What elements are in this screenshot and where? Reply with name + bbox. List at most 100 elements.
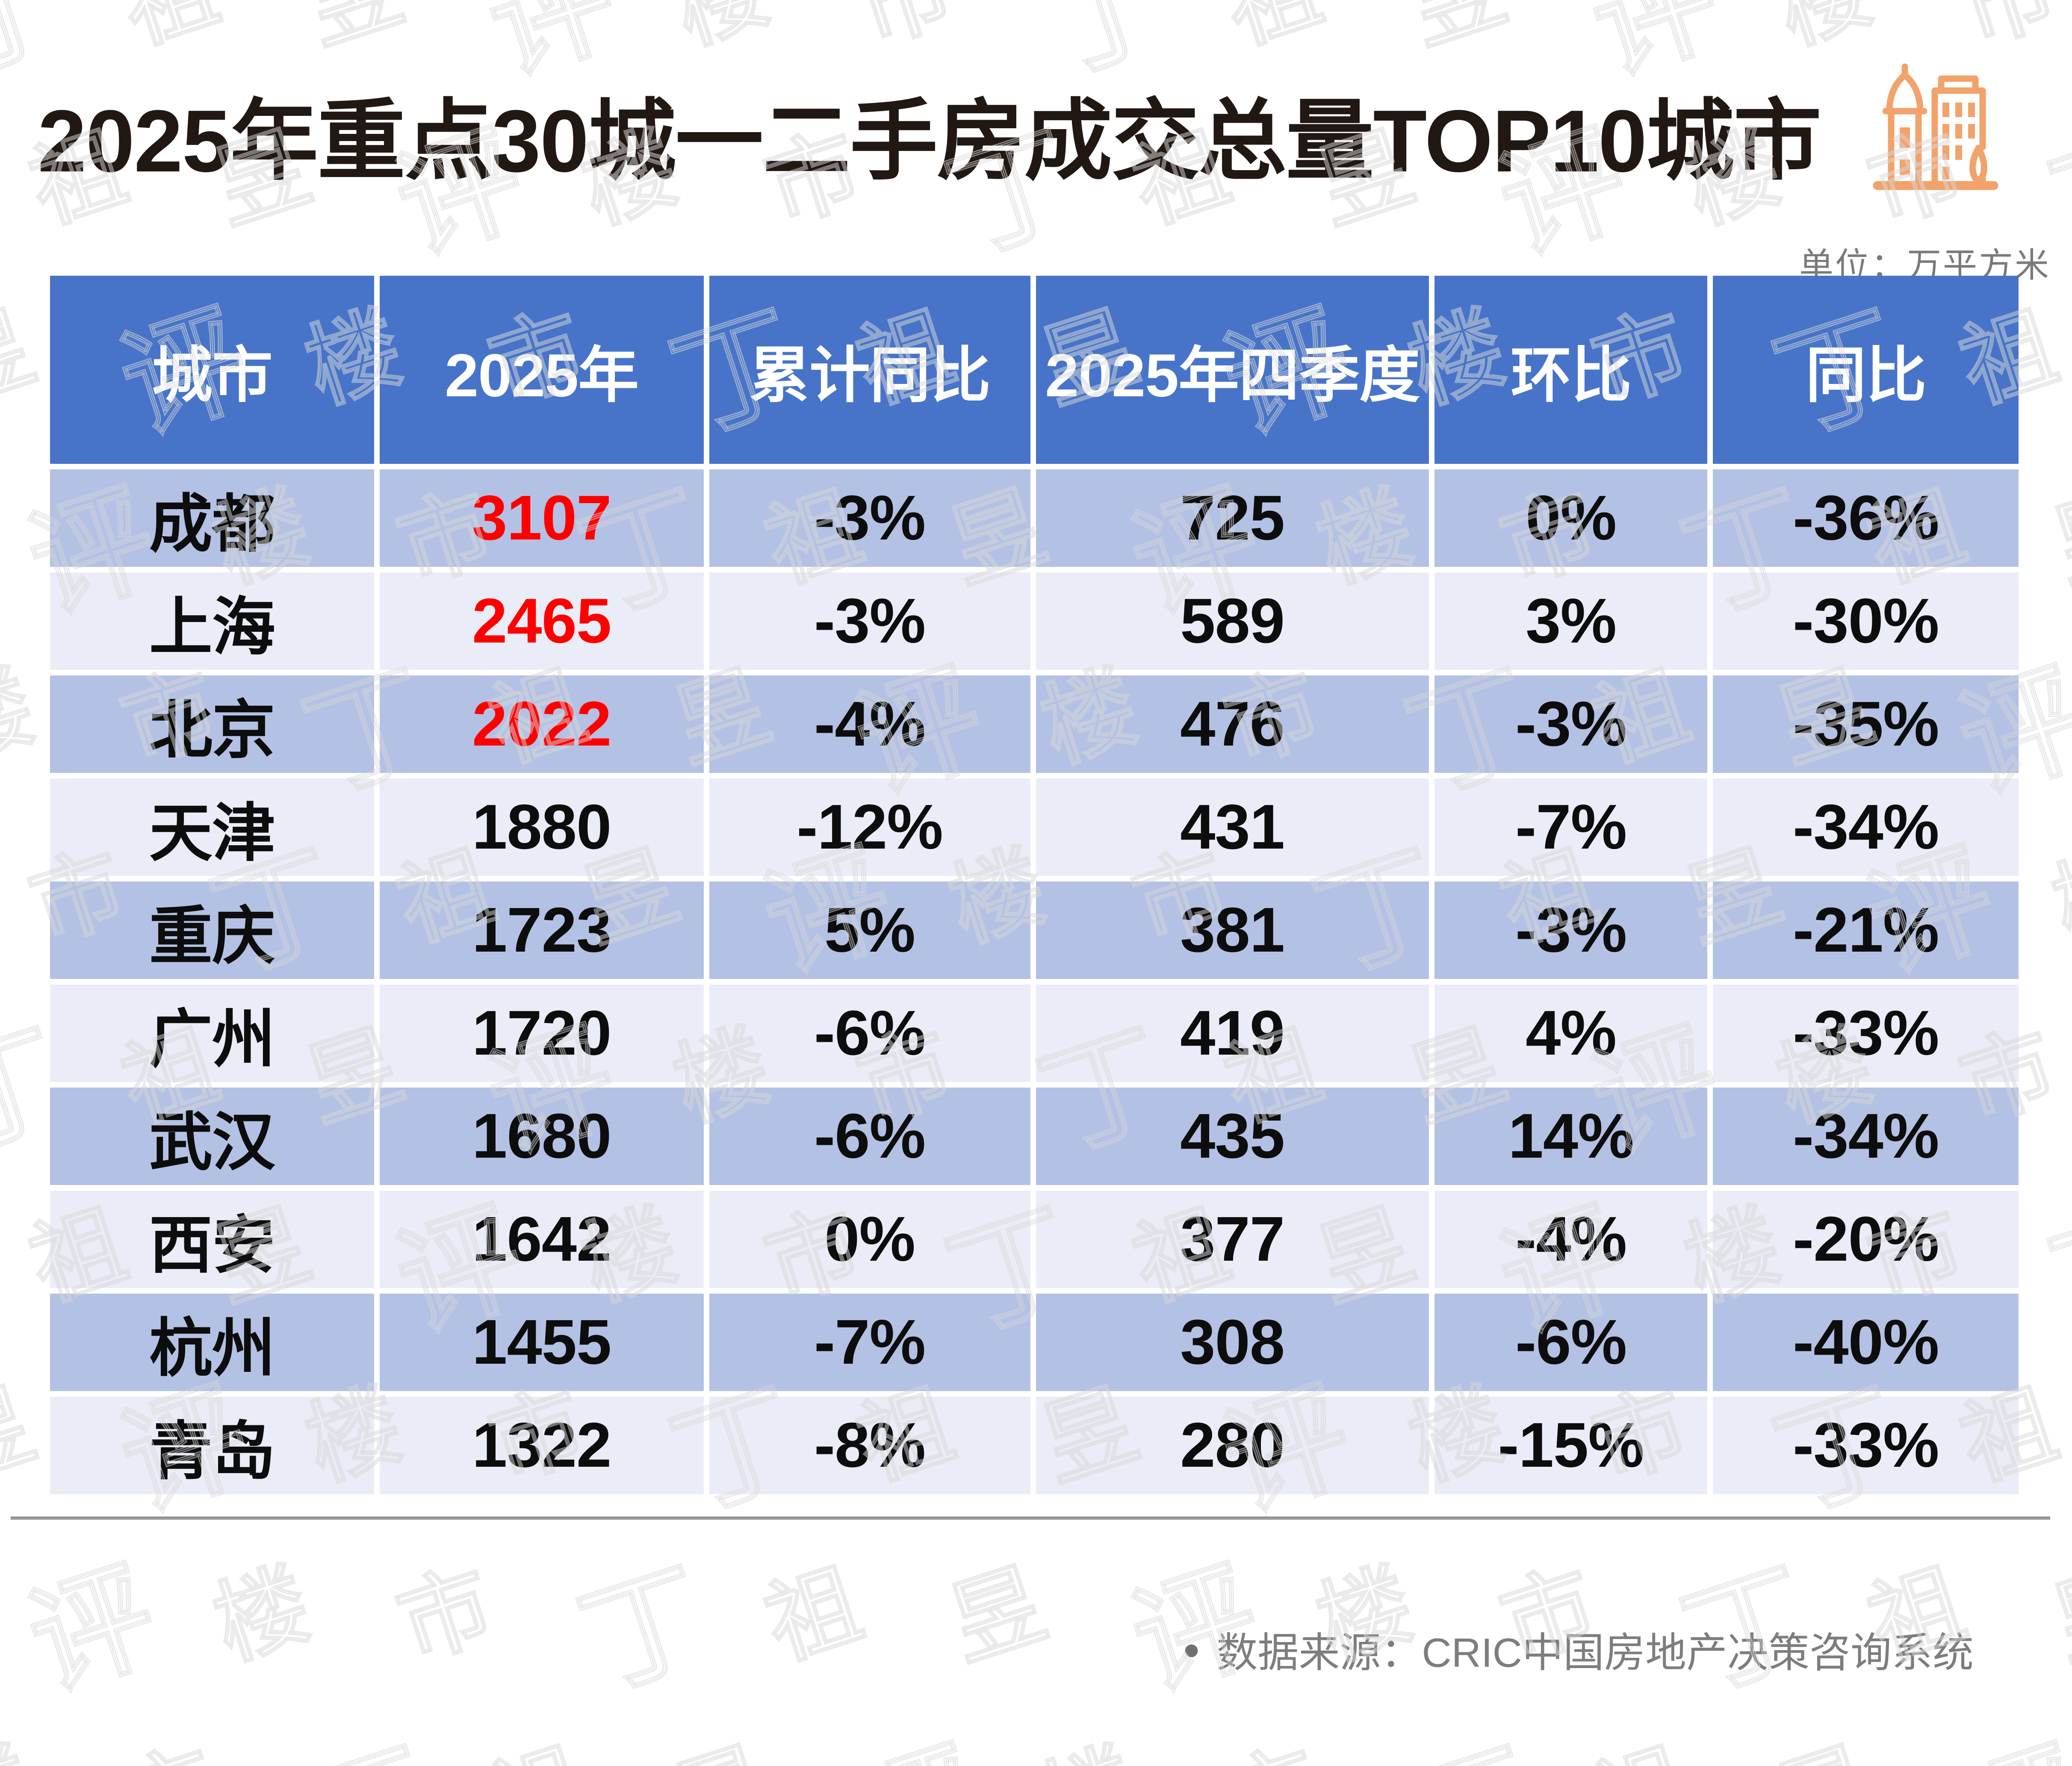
city-cell: 重庆 [50,882,374,979]
value-cell: -33% [1713,1397,2019,1494]
watermark-glyph: 祖 [478,1731,598,1766]
header-cell-3: 2025年四季度 [1036,276,1429,464]
value-cell: -35% [1713,675,2019,773]
header-cell-2: 累计同比 [709,276,1030,464]
watermark-glyph: 昱 [1765,1731,1885,1766]
city-cell: 武汉 [50,1088,374,1185]
watermark-glyph: 市 [386,1551,506,1679]
value-cell: 5% [709,882,1030,979]
value-cell: -7% [709,1294,1030,1391]
value-cell: 1880 [379,778,704,876]
watermark-glyph: 昱 [0,1371,46,1499]
watermark-glyph: 丁 [1392,1725,1551,1766]
city-cell: 杭州 [50,1294,374,1391]
value-cell: -34% [1713,1088,2019,1185]
city-cell: 成都 [50,469,374,567]
watermark-glyph: 市 [845,0,966,63]
value-cell: 1723 [379,882,704,979]
header-cell-4: 环比 [1434,276,1708,464]
watermark-glyph: 祖 [110,0,230,63]
value-cell: 725 [1036,469,1429,567]
watermark-glyph: 楼 [0,1731,46,1766]
city-cell: 广州 [50,985,374,1082]
watermark-glyph: 市 [1213,1731,1334,1766]
value-cell: -7% [1434,778,1708,876]
value-cell: 1322 [379,1397,704,1494]
watermark-glyph: 评 [13,1545,172,1714]
value-cell: -4% [1434,1191,1708,1288]
value-cell: -36% [1713,469,2019,567]
watermark-glyph: 昱 [1397,0,1517,63]
watermark-glyph: 楼 [2040,833,2072,961]
value-cell: 419 [1036,985,1429,1082]
watermark-glyph: 昱 [294,0,414,63]
header-cell-1: 2025年 [379,276,704,464]
data-table: 城市 2025年 累计同比 2025年四季度 环比 同比 成都 3107 -3% 725 0% -36… [50,276,2019,1494]
value-cell: -33% [1713,985,2019,1082]
separator-line [11,1517,2050,1519]
data-source-text: 数据来源：CRIC中国房地产决策咨询系统 [1216,1630,1974,1676]
watermark-glyph: 市 [1948,0,2069,63]
value-cell: 1680 [379,1088,704,1185]
watermark-glyph: 昱 [0,294,46,422]
data-source: ● 数据来源：CRIC中国房地产决策咨询系统 [1183,1619,1974,1679]
watermark-glyph: 楼 [0,653,46,781]
watermark-glyph: 祖 [1213,0,1334,63]
value-cell: 377 [1036,1191,1429,1288]
value-cell: 308 [1036,1294,1429,1391]
value-cell: 0% [709,1191,1030,1288]
value-cell: 3107 [379,469,704,567]
watermark-glyph: 评 [1944,1725,2072,1766]
watermark-glyph: 丁 [2036,1186,2072,1355]
value-cell: 431 [1036,778,1429,876]
value-cell: -20% [1713,1191,2019,1288]
watermark-glyph: 祖 [753,1551,874,1679]
header-cell-0: 城市 [50,276,374,464]
watermark-glyph: 评 [841,1725,1000,1766]
watermark-glyph: 楼 [202,1551,322,1679]
watermark-glyph: 祖 [1581,1731,1701,1766]
value-cell: -4% [709,675,1030,773]
value-cell: 2022 [379,675,704,773]
value-cell: 280 [1036,1397,1429,1494]
value-cell: -40% [1713,1294,2019,1391]
value-cell: -3% [1434,675,1708,773]
value-cell: -12% [709,778,1030,876]
value-cell: 2465 [379,572,704,670]
city-buildings-icon [1873,63,1998,190]
value-cell: 0% [1434,469,1708,567]
watermark-glyph: 丁 [0,0,81,98]
value-cell: 435 [1036,1088,1429,1185]
header-cell-5: 同比 [1713,276,2019,464]
watermark-glyph: 市 [110,1731,230,1766]
value-cell: -30% [1713,572,2019,670]
value-cell: 1642 [379,1191,704,1288]
value-cell: -8% [709,1397,1030,1494]
city-cell: 上海 [50,572,374,670]
watermark-glyph: 昱 [2040,1551,2072,1679]
watermark-glyph: 丁 [1024,0,1184,98]
value-cell: 1720 [379,985,704,1082]
value-cell: 476 [1036,675,1429,773]
value-cell: -3% [709,572,1030,670]
value-cell: 1455 [379,1294,704,1391]
watermark-glyph: 昱 [661,1731,782,1766]
watermark-glyph: 丁 [289,1725,448,1766]
watermark-glyph: 昱 [937,1551,1058,1679]
city-cell: 天津 [50,778,374,876]
value-cell: 3% [1434,572,1708,670]
city-cell: 青岛 [50,1397,374,1494]
value-cell: -21% [1713,882,2019,979]
value-cell: -15% [1434,1397,1708,1494]
value-cell: -3% [1434,882,1708,979]
value-cell: 14% [1434,1088,1708,1185]
value-cell: -34% [1713,778,2019,876]
watermark-glyph: 楼 [1765,0,1885,63]
value-cell: 4% [1434,985,1708,1082]
watermark-glyph: 评 [473,0,632,98]
watermark-glyph: 丁 [565,1545,724,1714]
watermark-glyph: 楼 [1029,1731,1150,1766]
value-cell: -6% [709,1088,1030,1185]
watermark-glyph: 昱 [2040,474,2072,601]
